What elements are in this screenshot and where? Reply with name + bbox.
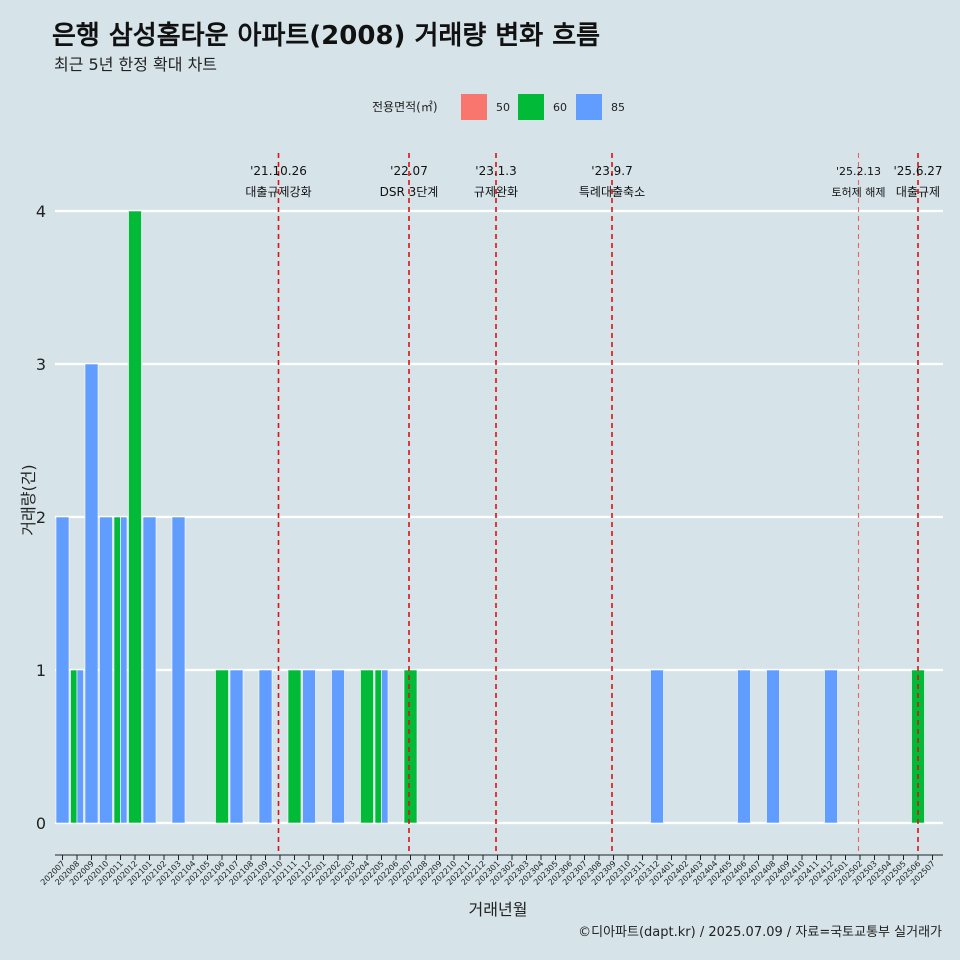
- event-desc-label: 대출규제강화: [245, 185, 311, 199]
- bar-85-202408: [766, 669, 780, 824]
- legend-label: 50: [496, 101, 510, 114]
- bar-60-202111: [287, 669, 302, 824]
- event-desc-label: 특례대출축소: [579, 185, 645, 199]
- y-axis-title: 거래량(건): [19, 464, 38, 535]
- bar-85-202109: [258, 669, 273, 824]
- legend-label: 85: [611, 101, 625, 114]
- bar-60-202012: [128, 210, 142, 824]
- bar-85-202011: [120, 516, 128, 824]
- y-tick-label: 4: [36, 202, 46, 221]
- bar-60-202008: [70, 669, 78, 824]
- bar-60-202207: [403, 669, 418, 824]
- bar-60-202205: [374, 669, 382, 824]
- bar-60-202506: [911, 669, 925, 824]
- y-tick-label: 2: [36, 508, 46, 527]
- caption: ©디아파트(dapt.kr) / 2025.07.09 / 자료=국토교통부 실…: [578, 925, 942, 940]
- event-date-label: '25.6.27: [893, 164, 942, 178]
- event-date-label: '22.07: [390, 164, 428, 178]
- bar-85-202007: [55, 516, 70, 824]
- event-desc-label: DSR 3단계: [380, 185, 439, 199]
- bar-85-202205: [381, 669, 389, 824]
- bar-85-202107: [229, 669, 244, 824]
- event-desc-label: 대출규제: [896, 185, 940, 199]
- legend-swatch-60: [518, 94, 544, 120]
- chart-subtitle: 최근 5년 한정 확대 차트: [54, 55, 217, 74]
- bar-60-202106: [215, 669, 229, 824]
- legend-title: 전용면적(㎡): [372, 100, 438, 114]
- bars-layer: [55, 210, 925, 824]
- chart-title: 은행 삼성홈타운 아파트(2008) 거래량 변화 흐름: [52, 21, 600, 51]
- bar-85-202112: [302, 669, 316, 824]
- legend-label: 60: [553, 101, 567, 114]
- event-desc-label: 토허제 해제: [831, 185, 885, 199]
- event-date-label: '23.9.7: [591, 164, 632, 178]
- bar-85-202202: [331, 669, 345, 824]
- bar-85-202103: [171, 516, 186, 824]
- bar-85-202101: [142, 516, 157, 824]
- bar-85-202010: [99, 516, 113, 824]
- y-tick-label: 0: [36, 814, 46, 833]
- bar-85-202009: [84, 363, 99, 824]
- event-date-label: '21.10.26: [250, 164, 307, 178]
- bar-85-202008: [76, 669, 84, 824]
- bar-85-202312: [650, 669, 664, 824]
- grid-layer: [55, 209, 943, 825]
- y-tick-label: 3: [36, 355, 46, 374]
- legend-swatch-50: [461, 94, 487, 120]
- event-date-label: '25.2.13: [836, 165, 881, 178]
- event-date-label: '23.1.3: [475, 164, 516, 178]
- x-axis-title: 거래년월: [469, 900, 528, 919]
- bar-60-202204: [360, 669, 374, 824]
- events-layer: '21.10.26 대출규제강화 '22.07 DSR 3단계 '23.1.3 규제완화 '…: [245, 153, 943, 855]
- y-tick-label: 1: [36, 661, 46, 680]
- event-desc-label: 규제완화: [474, 185, 518, 199]
- bar-85-202406: [737, 669, 751, 824]
- bar-60-202011: [113, 516, 121, 824]
- legend-swatch-85: [576, 94, 602, 120]
- legend: 전용면적(㎡) 50 60 85: [372, 94, 625, 120]
- bar-85-202412: [824, 669, 838, 824]
